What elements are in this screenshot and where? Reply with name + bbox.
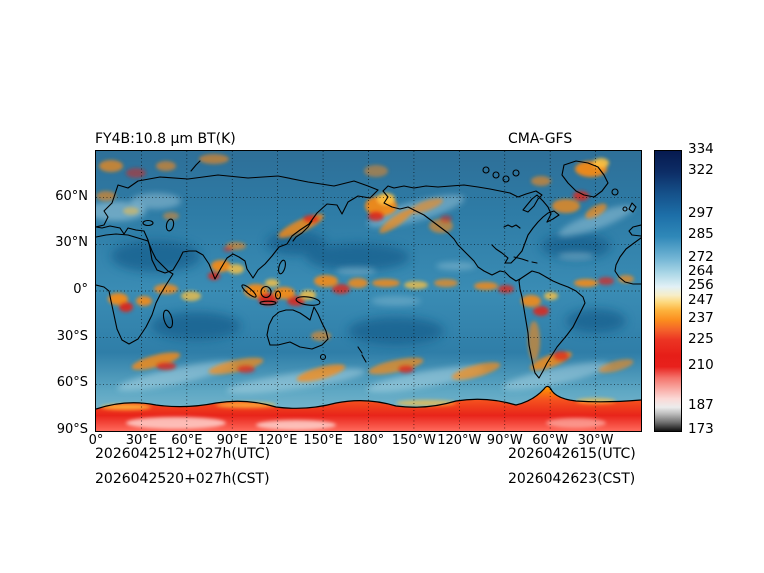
cbar-tick-label: 322 xyxy=(688,161,714,178)
lon-tick-label: 30°W xyxy=(577,433,614,448)
lat-tick-label: 30°S xyxy=(56,328,88,344)
world-map xyxy=(96,151,641,431)
footer-valid-cst: 2026042623(CST) xyxy=(508,471,636,487)
lon-tick-label: 0° xyxy=(88,433,104,448)
model-label: CMA-GFS xyxy=(508,131,573,147)
colorbar-axis: 334 322 297 285 272 264 256 247 237 225 210 187 173 xyxy=(688,141,748,437)
cbar-tick-label: 173 xyxy=(688,421,714,437)
lon-tick-label: 90°E xyxy=(216,433,248,448)
cbar-tick-label: 210 xyxy=(688,356,714,373)
lon-tick-label: 120°W xyxy=(437,433,482,448)
lon-tick-label: 150°W xyxy=(391,433,436,448)
lat-tick-label: 30°N xyxy=(55,235,88,251)
lat-tick-label: 60°N xyxy=(55,188,88,204)
cbar-tick-label: 256 xyxy=(688,276,714,293)
map-plot xyxy=(95,150,642,432)
footer-init-utc: 2026042512+027h(UTC) xyxy=(95,446,271,462)
colorbar-gradient xyxy=(655,151,681,431)
lon-tick-label: 60°W xyxy=(532,433,569,448)
colorbar xyxy=(654,150,682,432)
footer-valid-utc: 2026042615(UTC) xyxy=(508,446,636,462)
cbar-tick-label: 187 xyxy=(688,396,714,413)
page-title: FY4B:10.8 μm BT(K) xyxy=(95,131,236,147)
cbar-tick-label: 264 xyxy=(688,262,714,279)
cbar-tick-label: 247 xyxy=(688,292,714,309)
cbar-tick-label: 285 xyxy=(688,226,714,243)
lon-tick-label: 150°E xyxy=(303,433,343,448)
lon-tick-label: 90°W xyxy=(486,433,523,448)
lon-tick-label: 180° xyxy=(352,433,385,448)
lon-tick-label: 120°E xyxy=(257,433,298,448)
lat-axis: 60°N 30°N 0° 30°S 60°S 90°S xyxy=(36,150,88,437)
lon-tick-label: 60°E xyxy=(171,433,203,448)
footer-init-cst: 2026042520+027h(CST) xyxy=(95,471,270,487)
lat-tick-label: 60°S xyxy=(56,375,88,391)
cbar-tick-label: 272 xyxy=(688,248,714,265)
cbar-tick-label: 297 xyxy=(688,205,714,222)
lat-tick-label: 90°S xyxy=(56,422,88,437)
lon-tick-label: 30°E xyxy=(125,433,158,448)
cbar-tick-label: 225 xyxy=(688,330,714,347)
cbar-tick-label: 237 xyxy=(688,309,714,326)
cbar-tick-label: 334 xyxy=(688,141,714,157)
lon-axis: 0° 30°E 60°E 90°E 120°E 150°E 180° 150°W 120°W 90… xyxy=(89,433,641,451)
lat-tick-label: 0° xyxy=(73,282,88,297)
